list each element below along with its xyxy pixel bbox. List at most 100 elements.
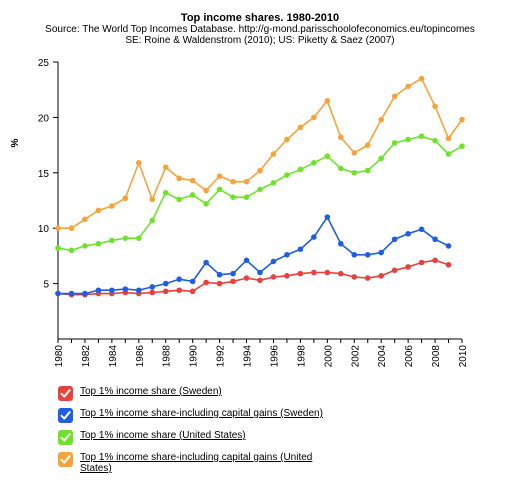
- data-point[interactable]: [162, 288, 169, 295]
- data-point[interactable]: [364, 275, 371, 281]
- data-point[interactable]: [391, 93, 398, 100]
- data-point[interactable]: [418, 133, 425, 140]
- data-point[interactable]: [230, 194, 236, 200]
- legend-item-united-states-capital-gains[interactable]: Top 1% income share-including capital ga…: [58, 452, 358, 474]
- data-point[interactable]: [243, 178, 250, 185]
- data-point[interactable]: [216, 186, 223, 193]
- data-point[interactable]: [82, 243, 88, 249]
- checkbox-checked-icon[interactable]: [58, 386, 73, 401]
- data-point[interactable]: [445, 261, 452, 268]
- legend-item-sweden-capital-gains[interactable]: Top 1% income share-including capital ga…: [58, 408, 358, 423]
- data-point[interactable]: [82, 290, 88, 297]
- data-point[interactable]: [257, 167, 263, 174]
- data-point[interactable]: [351, 274, 358, 280]
- data-point[interactable]: [284, 251, 290, 258]
- data-point[interactable]: [189, 192, 196, 198]
- data-point[interactable]: [189, 288, 196, 295]
- data-point[interactable]: [445, 243, 452, 249]
- data-point[interactable]: [270, 274, 277, 280]
- data-point[interactable]: [203, 259, 209, 266]
- data-point[interactable]: [432, 236, 438, 243]
- data-point[interactable]: [297, 166, 304, 173]
- data-point[interactable]: [338, 134, 344, 141]
- data-point[interactable]: [405, 83, 411, 90]
- data-point[interactable]: [176, 196, 182, 203]
- data-point[interactable]: [459, 143, 465, 150]
- data-point[interactable]: [297, 270, 304, 277]
- checkbox-checked-icon[interactable]: [58, 408, 73, 423]
- data-point[interactable]: [149, 284, 156, 290]
- data-point[interactable]: [364, 251, 371, 258]
- data-point[interactable]: [324, 153, 331, 159]
- legend-label[interactable]: Top 1% income share (Sweden): [80, 386, 222, 397]
- data-point[interactable]: [230, 178, 236, 185]
- data-point[interactable]: [284, 273, 290, 279]
- data-point[interactable]: [418, 226, 425, 233]
- checkbox-checked-icon[interactable]: [58, 452, 73, 467]
- data-point[interactable]: [257, 269, 263, 276]
- data-point[interactable]: [176, 287, 182, 294]
- data-point[interactable]: [324, 269, 331, 276]
- data-point[interactable]: [351, 150, 358, 156]
- data-point[interactable]: [324, 214, 331, 220]
- data-point[interactable]: [405, 230, 411, 237]
- data-point[interactable]: [432, 257, 438, 264]
- data-point[interactable]: [257, 186, 263, 193]
- data-point[interactable]: [459, 116, 465, 123]
- data-point[interactable]: [338, 270, 344, 277]
- data-point[interactable]: [162, 164, 169, 171]
- legend-label[interactable]: Top 1% income share (United States): [80, 430, 246, 441]
- data-point[interactable]: [391, 236, 398, 243]
- data-point[interactable]: [378, 273, 385, 279]
- data-point[interactable]: [216, 173, 223, 179]
- data-point[interactable]: [136, 160, 142, 166]
- data-point[interactable]: [324, 97, 331, 104]
- data-point[interactable]: [68, 225, 75, 231]
- data-point[interactable]: [162, 189, 169, 196]
- data-point[interactable]: [270, 151, 277, 157]
- data-point[interactable]: [338, 240, 344, 247]
- data-point[interactable]: [55, 245, 61, 251]
- data-point[interactable]: [82, 216, 88, 223]
- data-point[interactable]: [230, 270, 236, 277]
- legend-label[interactable]: Top 1% income share-including capital ga…: [80, 452, 313, 474]
- data-point[interactable]: [216, 280, 223, 287]
- data-point[interactable]: [311, 114, 317, 121]
- data-point[interactable]: [311, 160, 317, 166]
- data-point[interactable]: [270, 258, 277, 265]
- data-point[interactable]: [378, 249, 385, 256]
- data-point[interactable]: [270, 179, 277, 186]
- data-point[interactable]: [311, 234, 317, 240]
- data-point[interactable]: [149, 196, 156, 203]
- data-point[interactable]: [122, 195, 129, 202]
- data-point[interactable]: [216, 271, 223, 278]
- data-point[interactable]: [176, 276, 182, 282]
- data-point[interactable]: [55, 290, 61, 297]
- legend-item-sweden[interactable]: Top 1% income share (Sweden): [58, 386, 358, 401]
- data-point[interactable]: [391, 267, 398, 274]
- data-point[interactable]: [378, 116, 385, 123]
- data-point[interactable]: [189, 177, 196, 184]
- data-point[interactable]: [68, 290, 75, 297]
- data-point[interactable]: [418, 259, 425, 266]
- data-point[interactable]: [405, 264, 411, 270]
- data-point[interactable]: [203, 201, 209, 207]
- data-point[interactable]: [162, 280, 169, 287]
- data-point[interactable]: [297, 246, 304, 253]
- data-point[interactable]: [257, 277, 263, 284]
- legend-item-united-states[interactable]: Top 1% income share (United States): [58, 430, 358, 445]
- data-point[interactable]: [122, 235, 129, 241]
- data-point[interactable]: [364, 142, 371, 148]
- data-point[interactable]: [351, 251, 358, 258]
- data-point[interactable]: [122, 286, 129, 292]
- data-point[interactable]: [149, 217, 156, 224]
- data-point[interactable]: [176, 175, 182, 182]
- data-point[interactable]: [136, 235, 142, 241]
- data-point[interactable]: [189, 278, 196, 285]
- data-point[interactable]: [364, 167, 371, 174]
- data-point[interactable]: [243, 194, 250, 200]
- data-point[interactable]: [432, 103, 438, 110]
- data-point[interactable]: [378, 155, 385, 162]
- data-point[interactable]: [297, 124, 304, 131]
- data-point[interactable]: [109, 203, 115, 209]
